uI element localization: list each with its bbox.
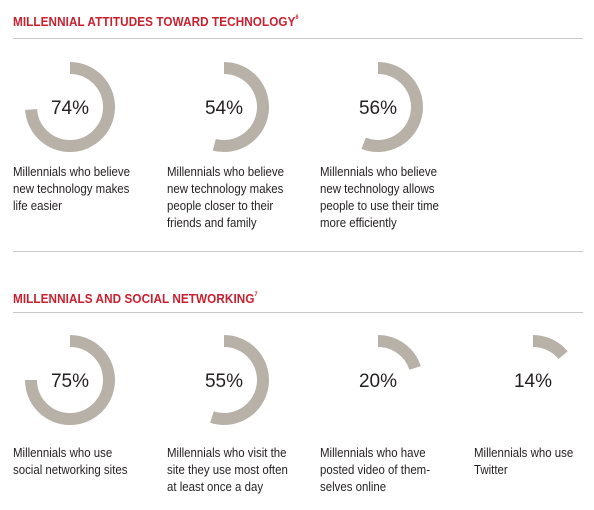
donut-arc [25, 62, 115, 152]
percent-label: 74% [51, 98, 89, 119]
stat-donut: 20% [328, 330, 428, 430]
section-divider [13, 38, 583, 39]
stat-caption: Millennials who use social networking si… [13, 445, 128, 477]
stat-donut: 75% [20, 330, 120, 430]
donut-arc [361, 62, 423, 152]
section-divider [13, 251, 583, 252]
stat-caption: Millennials who believe new technology m… [13, 164, 131, 213]
stat-caption: Millennials who use Twitter [474, 445, 574, 477]
stat-donut: 54% [174, 57, 274, 157]
stat-caption: Millennials who have posted video of the… [320, 445, 431, 494]
stat-caption: Millennials who believe new technology m… [167, 164, 285, 230]
donut-chart: 20% [359, 335, 421, 392]
percent-label: 75% [51, 371, 89, 392]
percent-label: 56% [359, 98, 397, 119]
section-title-technology: MILLENNIAL ATTITUDES TOWARD TECHNOLOGY6 [13, 14, 299, 29]
section-divider [13, 312, 583, 313]
section-title-text: MILLENNIALS AND SOCIAL NETWORKING [13, 291, 255, 306]
section-title-text: MILLENNIAL ATTITUDES TOWARD TECHNOLOGY [13, 14, 296, 29]
percent-label: 54% [205, 98, 243, 119]
donut-chart: 54% [205, 62, 270, 152]
donut-arc [212, 62, 270, 152]
donut-chart: 74% [25, 62, 115, 152]
percent-label: 14% [514, 371, 552, 392]
stat-donut: 55% [174, 330, 274, 430]
donut-chart: 75% [25, 335, 115, 425]
section-title-social-networking: MILLENNIALS AND SOCIAL NETWORKING7 [13, 291, 258, 306]
donut-arc [25, 335, 115, 425]
donut-chart: 14% [514, 335, 568, 392]
donut-arc [532, 335, 568, 360]
footnote-marker: 7 [254, 292, 258, 298]
percent-label: 55% [205, 371, 243, 392]
footnote-marker: 6 [295, 15, 299, 21]
stat-caption: Millennials who visit the site they use … [167, 445, 288, 494]
donut-arc [377, 335, 421, 371]
stat-caption: Millennials who believe new technology a… [320, 164, 439, 230]
stat-donut: 14% [483, 330, 583, 430]
stat-donut: 74% [20, 57, 120, 157]
donut-chart: 55% [205, 335, 269, 425]
percent-label: 20% [359, 371, 397, 392]
donut-chart: 56% [359, 62, 423, 152]
donut-arc [210, 335, 269, 425]
stat-donut: 56% [328, 57, 428, 157]
